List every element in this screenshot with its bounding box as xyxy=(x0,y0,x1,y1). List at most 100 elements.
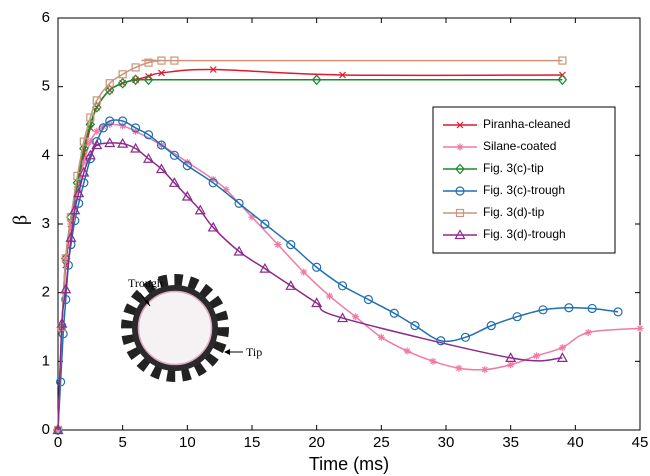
inset-image xyxy=(121,274,243,382)
marker xyxy=(182,161,192,171)
y-tick-label: 6 xyxy=(42,9,50,26)
x-tick-label: 5 xyxy=(118,434,126,451)
marker xyxy=(207,221,219,232)
marker xyxy=(78,166,90,177)
marker xyxy=(285,280,297,290)
marker xyxy=(429,357,437,365)
y-tick-label: 3 xyxy=(42,215,50,232)
marker xyxy=(455,364,463,372)
y-tick-label: 4 xyxy=(42,146,50,163)
marker xyxy=(557,74,568,86)
legend-label: Fig. 3(c)-tip xyxy=(483,161,544,175)
marker xyxy=(455,186,465,196)
marker xyxy=(209,66,217,73)
marker xyxy=(460,332,470,342)
marker xyxy=(169,150,179,160)
marker xyxy=(56,317,68,328)
x-tick-label: 20 xyxy=(308,434,325,451)
marker xyxy=(260,219,270,229)
series-line xyxy=(57,59,563,431)
marker xyxy=(79,143,89,154)
marker xyxy=(86,113,95,122)
marker xyxy=(311,74,322,86)
marker xyxy=(505,352,517,362)
legend-box xyxy=(432,106,616,254)
marker xyxy=(337,312,349,323)
marker xyxy=(131,123,141,133)
marker xyxy=(507,361,515,369)
marker xyxy=(168,177,180,187)
legend-label: Fig. 3(d)-tip xyxy=(483,205,545,219)
marker xyxy=(533,352,541,360)
marker xyxy=(564,303,574,313)
marker xyxy=(73,186,81,194)
marker xyxy=(104,84,115,96)
marker xyxy=(156,140,167,150)
marker xyxy=(326,292,334,300)
series-line xyxy=(57,119,619,431)
marker xyxy=(60,283,72,294)
y-tick-label: 5 xyxy=(42,78,50,95)
marker xyxy=(98,123,108,133)
legend-label: Fig. 3(c)-trough xyxy=(483,183,565,197)
marker xyxy=(52,424,64,435)
marker xyxy=(248,213,256,221)
marker xyxy=(92,96,101,105)
marker xyxy=(556,352,568,362)
marker xyxy=(454,229,466,240)
annotation: Trough xyxy=(128,276,163,290)
marker xyxy=(377,333,385,341)
marker xyxy=(363,294,373,305)
marker xyxy=(456,121,464,129)
marker xyxy=(144,58,153,67)
marker xyxy=(312,262,322,272)
legend-label: Silane-coated xyxy=(483,139,556,153)
marker xyxy=(259,262,271,273)
marker xyxy=(58,329,68,339)
marker xyxy=(558,344,566,352)
marker xyxy=(105,116,115,126)
marker xyxy=(143,74,154,86)
marker xyxy=(170,56,179,65)
marker xyxy=(456,143,464,151)
marker xyxy=(538,305,548,315)
marker xyxy=(194,204,206,215)
marker xyxy=(105,79,114,88)
marker xyxy=(389,308,399,318)
marker xyxy=(131,63,140,72)
legend-label: Fig. 3(d)-trough xyxy=(483,227,566,241)
x-tick-label: 10 xyxy=(179,434,196,451)
marker xyxy=(158,69,165,77)
marker xyxy=(558,56,567,65)
annotation: Tip xyxy=(246,345,262,359)
marker xyxy=(80,158,88,166)
y-axis-label: β xyxy=(10,215,32,225)
marker xyxy=(84,149,96,160)
marker xyxy=(286,240,296,250)
marker xyxy=(104,137,116,148)
marker xyxy=(155,163,167,174)
marker xyxy=(486,321,496,331)
x-tick-label: 0 xyxy=(54,434,62,451)
marker xyxy=(117,77,128,89)
marker xyxy=(274,241,282,249)
marker xyxy=(65,232,77,242)
marker xyxy=(130,74,141,86)
marker xyxy=(584,328,592,336)
marker xyxy=(143,130,154,140)
marker xyxy=(455,163,465,175)
marker xyxy=(181,190,193,201)
marker xyxy=(636,324,644,332)
marker xyxy=(93,127,101,135)
marker xyxy=(410,321,420,331)
marker xyxy=(481,366,489,374)
marker xyxy=(130,142,142,153)
x-tick-label: 40 xyxy=(567,434,584,451)
marker xyxy=(311,297,323,308)
marker xyxy=(157,56,166,65)
marker xyxy=(587,303,597,314)
marker xyxy=(74,198,84,208)
marker xyxy=(119,122,127,130)
y-tick-label: 1 xyxy=(42,352,50,369)
y-tick-label: 2 xyxy=(42,284,50,301)
